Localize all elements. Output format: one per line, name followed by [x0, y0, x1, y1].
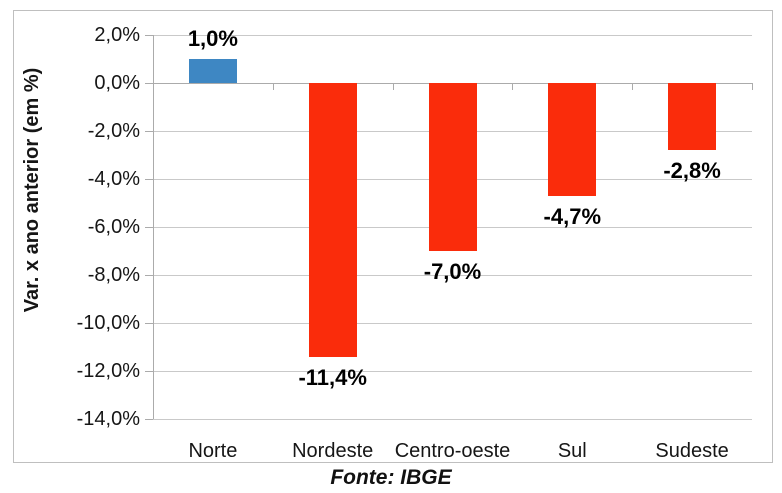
x-category-label: Centro-oeste — [394, 440, 511, 462]
y-tick-label: -12,0% — [76, 360, 140, 382]
y-tick-label: -10,0% — [76, 312, 140, 334]
y-axis-tick — [145, 227, 153, 228]
y-gridline — [153, 275, 752, 276]
bar-value-label: -11,4% — [298, 364, 367, 390]
y-axis-tick — [145, 35, 153, 36]
y-axis-tick — [145, 275, 153, 276]
x-category-label: Sudeste — [655, 440, 729, 462]
x-axis-tick — [632, 83, 634, 90]
y-gridline — [153, 323, 752, 324]
y-axis-tick — [145, 83, 153, 84]
x-axis-tick — [392, 83, 394, 90]
bar-norte — [188, 59, 237, 83]
x-category-label: Norte — [188, 440, 238, 462]
y-axis-title: Var. x ano anterior (em %) — [21, 67, 43, 313]
bar-value-label: -4,7% — [543, 203, 602, 229]
y-tick-label: -14,0% — [76, 408, 140, 430]
y-tick-label: -4,0% — [87, 168, 140, 190]
y-axis-line — [153, 35, 154, 419]
y-tick-label: 2,0% — [94, 24, 140, 46]
x-axis-tick — [512, 83, 514, 90]
y-gridline — [153, 371, 752, 372]
x-category-label: Nordeste — [292, 440, 374, 462]
bar-nordeste — [308, 83, 357, 357]
y-axis-tick — [145, 371, 153, 372]
y-tick-label: 0,0% — [94, 72, 140, 94]
y-axis-tick — [145, 179, 153, 180]
y-axis-tick — [145, 419, 153, 420]
source-note: Fonte: IBGE — [330, 466, 452, 489]
y-tick-label: -8,0% — [87, 264, 140, 286]
y-tick-label: -2,0% — [87, 120, 140, 142]
y-tick-label: -6,0% — [87, 216, 140, 238]
bar-value-label: 1,0% — [187, 26, 238, 51]
y-axis-tick — [145, 323, 153, 324]
y-axis-tick — [145, 131, 153, 132]
y-gridline — [153, 419, 752, 420]
bar-centro-oeste — [428, 83, 477, 251]
x-axis-tick — [153, 83, 154, 90]
y-gridline — [153, 35, 752, 36]
bar-sul — [548, 83, 597, 196]
x-axis-tick — [272, 83, 274, 90]
x-category-label: Sul — [557, 440, 587, 462]
x-axis-tick — [752, 83, 753, 90]
bar-value-label: -7,0% — [423, 259, 482, 284]
bar-value-label: -2,8% — [663, 158, 721, 184]
bar-sudeste — [668, 83, 717, 151]
